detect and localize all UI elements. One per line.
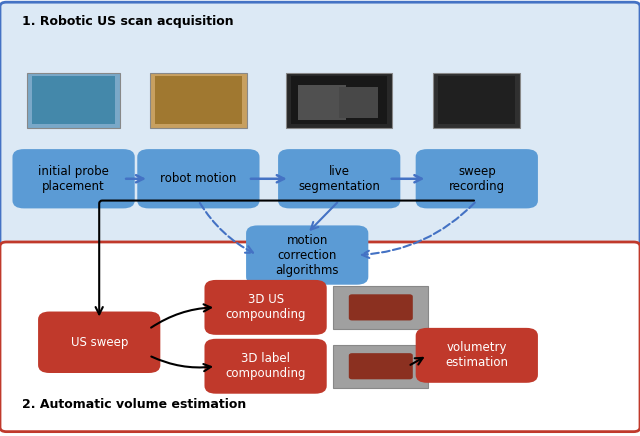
FancyBboxPatch shape bbox=[416, 328, 538, 383]
FancyBboxPatch shape bbox=[204, 280, 326, 335]
FancyBboxPatch shape bbox=[246, 225, 368, 285]
FancyBboxPatch shape bbox=[333, 286, 429, 329]
Text: 3D label
compounding: 3D label compounding bbox=[225, 352, 306, 380]
Text: robot motion: robot motion bbox=[160, 172, 237, 185]
FancyBboxPatch shape bbox=[38, 311, 160, 373]
FancyBboxPatch shape bbox=[204, 339, 326, 394]
Text: 3D US
compounding: 3D US compounding bbox=[225, 293, 306, 321]
FancyBboxPatch shape bbox=[27, 73, 120, 128]
FancyBboxPatch shape bbox=[155, 76, 241, 124]
FancyBboxPatch shape bbox=[32, 76, 115, 124]
FancyBboxPatch shape bbox=[291, 76, 387, 124]
Text: initial probe
placement: initial probe placement bbox=[38, 165, 109, 193]
FancyBboxPatch shape bbox=[349, 353, 413, 379]
FancyBboxPatch shape bbox=[333, 344, 429, 388]
FancyBboxPatch shape bbox=[0, 242, 640, 432]
Text: US sweep: US sweep bbox=[70, 336, 128, 349]
FancyBboxPatch shape bbox=[339, 87, 378, 118]
Text: 1. Robotic US scan acquisition: 1. Robotic US scan acquisition bbox=[22, 15, 234, 28]
FancyBboxPatch shape bbox=[438, 76, 515, 124]
FancyBboxPatch shape bbox=[278, 149, 401, 208]
FancyBboxPatch shape bbox=[433, 73, 520, 128]
FancyBboxPatch shape bbox=[150, 73, 246, 128]
FancyBboxPatch shape bbox=[0, 2, 640, 249]
Text: live
segmentation: live segmentation bbox=[298, 165, 380, 193]
FancyBboxPatch shape bbox=[138, 149, 260, 208]
FancyBboxPatch shape bbox=[13, 149, 135, 208]
Text: sweep
recording: sweep recording bbox=[449, 165, 505, 193]
Text: 2. Automatic volume estimation: 2. Automatic volume estimation bbox=[22, 398, 246, 411]
Text: motion
correction
algorithms: motion correction algorithms bbox=[275, 234, 339, 276]
Text: volumetry
estimation: volumetry estimation bbox=[445, 341, 508, 369]
FancyBboxPatch shape bbox=[286, 73, 392, 128]
FancyBboxPatch shape bbox=[349, 294, 413, 320]
FancyBboxPatch shape bbox=[298, 85, 346, 120]
FancyBboxPatch shape bbox=[416, 149, 538, 208]
